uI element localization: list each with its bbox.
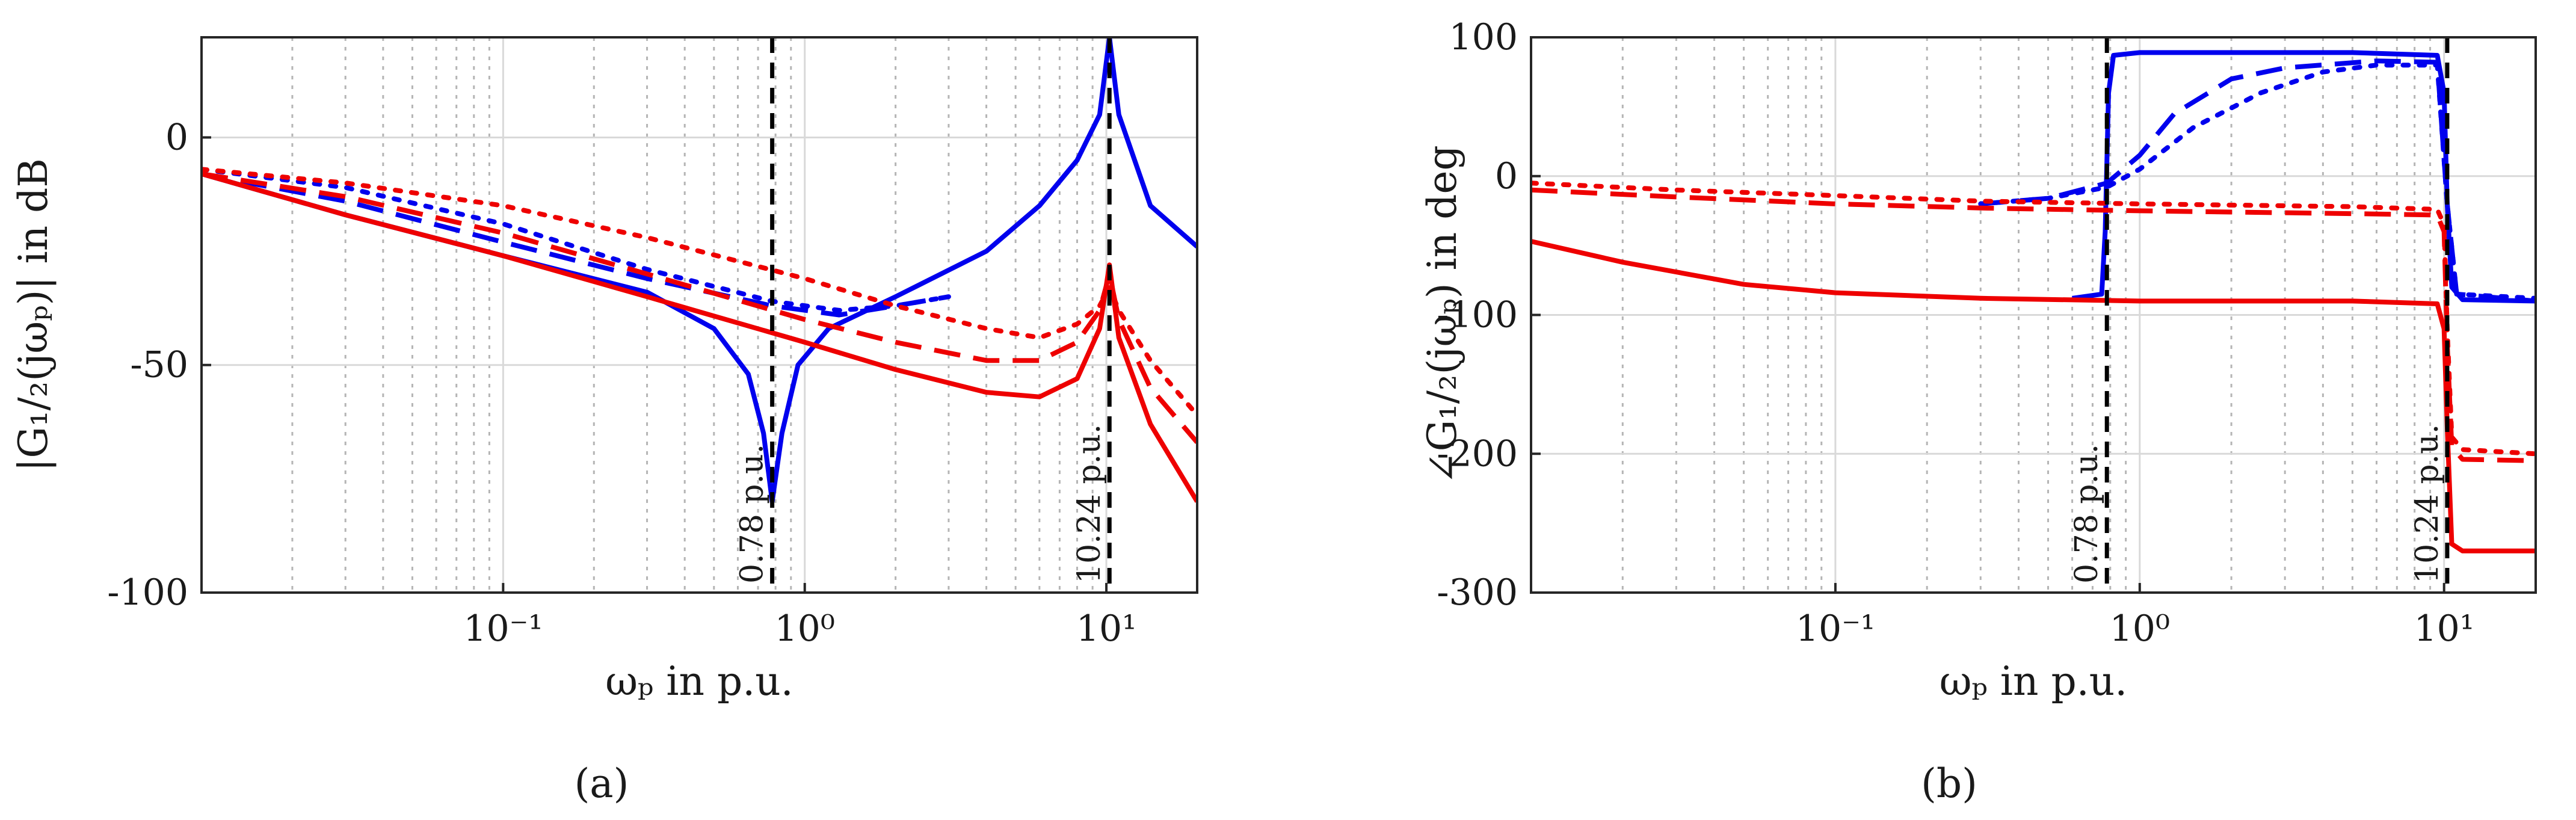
y-tick-label: 0 bbox=[165, 116, 188, 158]
series-blue-solid bbox=[202, 37, 1197, 504]
x-tick-label: 10⁻¹ bbox=[463, 608, 543, 650]
reference-line-label: 0.78 p.u. bbox=[735, 444, 771, 584]
series-blue-solid bbox=[2072, 50, 2536, 304]
y-tick-label: -300 bbox=[1437, 572, 1518, 614]
y-tick-label: 0 bbox=[1495, 155, 1518, 197]
series-red-solid bbox=[1531, 239, 2536, 553]
series-blue-dotted bbox=[202, 167, 951, 313]
series-blue-dashed bbox=[202, 171, 949, 318]
y-axis-label: |G₁/₂(jωₚ)| in dB bbox=[10, 158, 57, 472]
axes-box bbox=[200, 36, 1198, 594]
x-tick-label: 10⁻¹ bbox=[1796, 608, 1875, 650]
panel-label: (b) bbox=[1921, 760, 1977, 807]
series-red-solid bbox=[202, 171, 1197, 503]
series-red-dotted bbox=[1531, 180, 2536, 457]
x-axis-label: ωₚ in p.u. bbox=[1940, 658, 2128, 704]
x-axis-label: ωₚ in p.u. bbox=[605, 658, 793, 704]
series-blue-dotted bbox=[1978, 63, 2536, 301]
reference-line-label: 0.78 p.u. bbox=[2069, 444, 2105, 584]
y-tick-label: -200 bbox=[1437, 433, 1518, 475]
series-red-dashed bbox=[1531, 187, 2536, 463]
x-tick-label: 10¹ bbox=[2414, 608, 2474, 650]
y-tick-label: -50 bbox=[130, 344, 188, 386]
series-red-dashed bbox=[202, 171, 1197, 444]
series-group bbox=[1531, 50, 2536, 553]
panel-label: (a) bbox=[575, 760, 629, 807]
series-group bbox=[202, 37, 1197, 504]
chart-panel-1: 0.78 p.u. 10.24 p.u. 10⁻¹ 10⁰ 10¹ 0 -50 -100 ωₚ … bbox=[10, 36, 1198, 807]
x-tick-label: 10⁰ bbox=[775, 608, 835, 650]
x-tick-label: 10¹ bbox=[1076, 608, 1136, 650]
y-tick-label: -100 bbox=[107, 572, 188, 614]
reference-line-label: 10.24 p.u. bbox=[2409, 424, 2445, 584]
reference-line-label: 10.24 p.u. bbox=[1071, 424, 1108, 584]
series-red-dotted bbox=[202, 167, 1197, 418]
y-tick-label: 100 bbox=[1449, 16, 1518, 58]
chart-panel-2: 0.78 p.u. 10.24 p.u. 10⁻¹ 10⁰ 10¹ 100 0 -100 -20… bbox=[1419, 16, 2537, 807]
x-tick-label: 10⁰ bbox=[2110, 608, 2170, 650]
y-tick-label: -100 bbox=[1437, 294, 1518, 336]
y-axis-label: ∠G₁/₂(jωₚ) in deg bbox=[1419, 145, 1465, 484]
